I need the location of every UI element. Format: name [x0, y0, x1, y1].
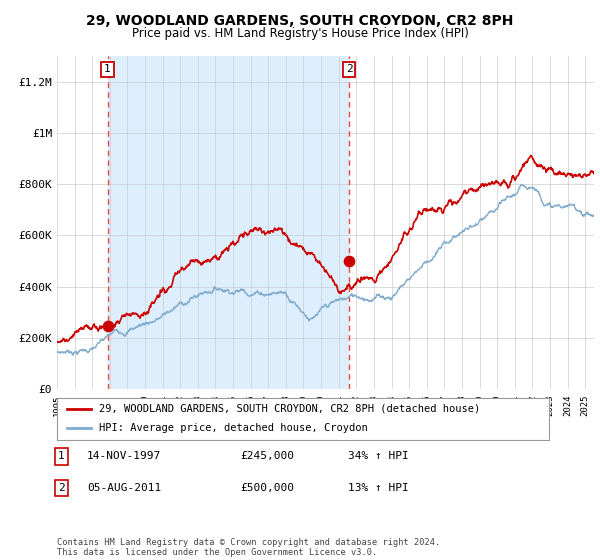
Text: 1: 1: [58, 451, 65, 461]
Text: Contains HM Land Registry data © Crown copyright and database right 2024.
This d: Contains HM Land Registry data © Crown c…: [57, 538, 440, 557]
Text: 2: 2: [346, 64, 352, 74]
Text: 2: 2: [58, 483, 65, 493]
Text: 29, WOODLAND GARDENS, SOUTH CROYDON, CR2 8PH (detached house): 29, WOODLAND GARDENS, SOUTH CROYDON, CR2…: [99, 404, 480, 414]
Bar: [107, 56, 349, 389]
Point: [103, 322, 112, 331]
Text: 14-NOV-1997: 14-NOV-1997: [87, 451, 161, 461]
Text: £500,000: £500,000: [240, 483, 294, 493]
Text: 05-AUG-2011: 05-AUG-2011: [87, 483, 161, 493]
Text: 29, WOODLAND GARDENS, SOUTH CROYDON, CR2 8PH: 29, WOODLAND GARDENS, SOUTH CROYDON, CR2…: [86, 14, 514, 28]
Text: £245,000: £245,000: [240, 451, 294, 461]
Text: HPI: Average price, detached house, Croydon: HPI: Average price, detached house, Croy…: [99, 423, 368, 433]
Text: 1: 1: [104, 64, 111, 74]
Text: Price paid vs. HM Land Registry's House Price Index (HPI): Price paid vs. HM Land Registry's House …: [131, 27, 469, 40]
Point: [344, 256, 354, 265]
Text: 13% ↑ HPI: 13% ↑ HPI: [348, 483, 409, 493]
Text: 34% ↑ HPI: 34% ↑ HPI: [348, 451, 409, 461]
